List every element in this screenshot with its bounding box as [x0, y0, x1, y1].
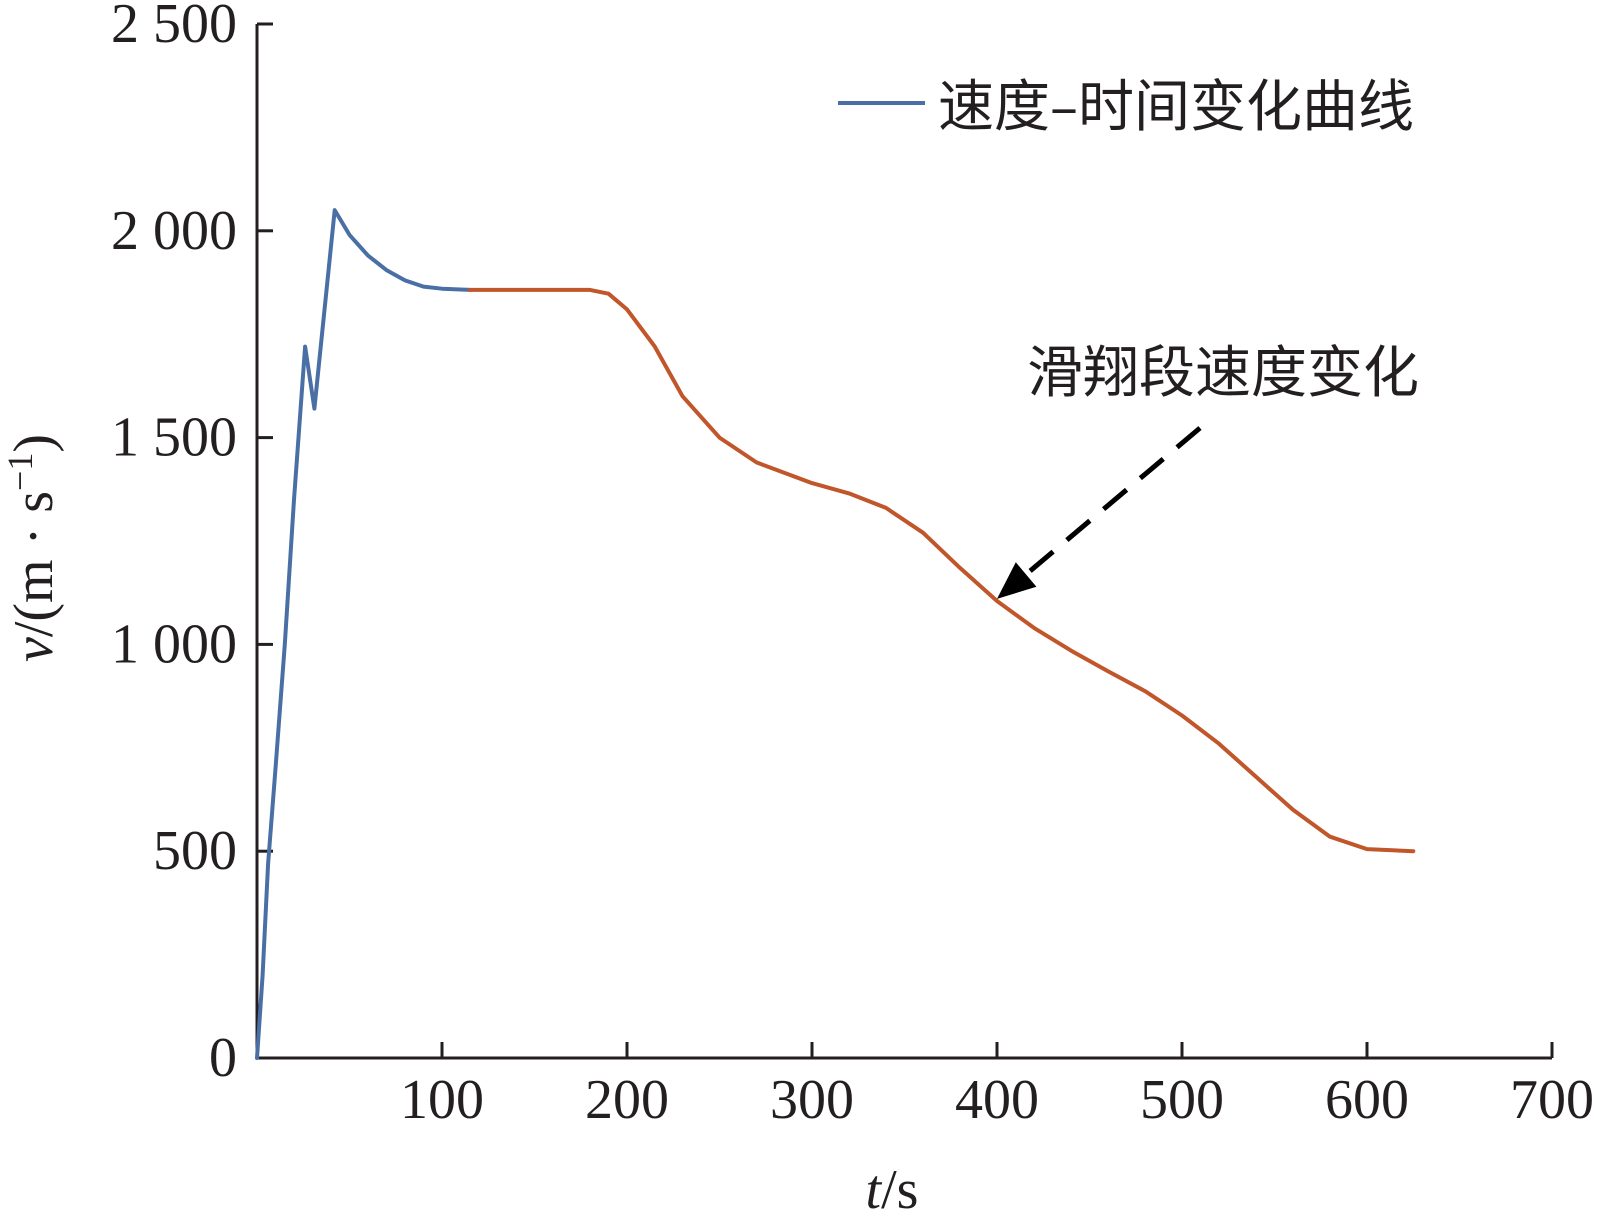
x-tick-label: 100 — [400, 1069, 484, 1131]
x-tick-label: 200 — [585, 1069, 669, 1131]
x-axis-label-var: t — [866, 1159, 883, 1214]
y-axis-label: v/(m · s−1) — [0, 434, 65, 662]
x-tick-label: 700 — [1510, 1069, 1594, 1131]
y-tick-label: 0 — [209, 1027, 237, 1089]
legend-label: 速度–时间变化曲线 — [938, 75, 1414, 140]
y-tick-label: 2 000 — [111, 200, 237, 262]
series-line-glide — [467, 287, 1416, 854]
y-axis-label-unit: /(m · s — [3, 491, 65, 637]
series-layer — [255, 208, 1416, 1060]
annotation-arrow-head — [997, 562, 1037, 599]
x-axis-label: t/s — [866, 1159, 919, 1214]
y-axis-label-exponent: −1 — [0, 453, 40, 491]
annotation: 滑翔段速度变化 — [997, 341, 1419, 599]
y-tick-label: 500 — [153, 820, 237, 882]
y-tick-label: 2 500 — [111, 0, 237, 55]
axes — [255, 24, 1552, 1060]
y-axis-label-close: ) — [3, 434, 65, 453]
annotation-text: 滑翔段速度变化 — [1027, 341, 1419, 406]
series-line-velocity — [255, 208, 472, 1060]
y-axis-label-var: v — [3, 637, 65, 662]
legend: 速度–时间变化曲线 — [838, 75, 1414, 140]
x-tick-label: 400 — [955, 1069, 1039, 1131]
x-tick-label: 300 — [770, 1069, 854, 1131]
annotation-arrow-line — [1022, 426, 1202, 578]
x-axis-ticks: 100 200 300 400 500 600 700 — [400, 1042, 1594, 1131]
y-axis-ticks: 0 500 1 000 1 500 2 000 2 500 — [111, 0, 273, 1089]
y-tick-label: 1 000 — [111, 613, 237, 675]
x-tick-label: 500 — [1140, 1069, 1224, 1131]
x-tick-label: 600 — [1325, 1069, 1409, 1131]
y-tick-label: 1 500 — [111, 407, 237, 469]
x-axis-label-unit: /s — [881, 1159, 918, 1214]
